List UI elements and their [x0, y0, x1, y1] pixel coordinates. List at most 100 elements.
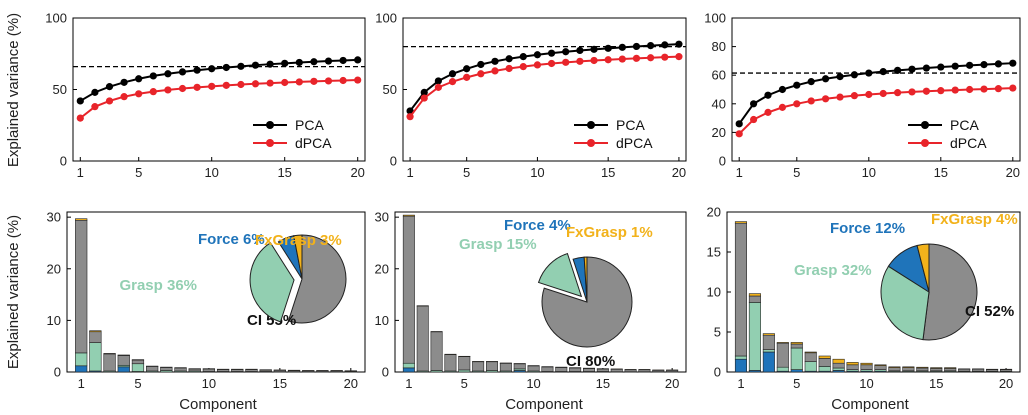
top-2-dpca-point — [562, 58, 570, 66]
bottom-2-pie-label-ci: CI 80% — [566, 353, 615, 370]
top-3-dpca-point — [922, 87, 931, 95]
bottom-3-bar-fxgrasp — [748, 293, 761, 297]
top-1-dpca-point — [281, 78, 289, 87]
top-1-pca-point — [281, 59, 289, 67]
bottom-3-ytick-label: 10 — [707, 285, 721, 300]
top-3-legend-dpca-marker — [921, 139, 929, 147]
bottom-3-bar-grasp — [832, 367, 845, 371]
top-2-pca-point — [448, 70, 457, 78]
bottom-3-bar-grasp — [804, 361, 817, 372]
top-3-pca-point — [922, 64, 931, 72]
top-3-axes-frame — [731, 17, 1021, 162]
top-1-dpca-point — [354, 76, 362, 84]
bottom-2-axes-frame — [394, 211, 687, 373]
bottom-3-bar-grasp — [762, 349, 775, 353]
bottom-1-ytick-label: 30 — [47, 210, 61, 225]
bottom-3-bar-fxgrasp — [846, 362, 859, 366]
top-1-pca-point — [105, 83, 114, 91]
top-2-pca-point — [463, 65, 471, 73]
top-2-pca-point — [505, 55, 513, 63]
xlabel-panel-2: Component — [505, 396, 583, 413]
top-2-series-pca-line — [409, 43, 679, 112]
top-2-xtick-label: 15 — [601, 165, 615, 180]
bottom-1-axes-frame — [66, 211, 366, 373]
top-1-pca-point — [310, 58, 318, 66]
top-3-pca-point — [908, 65, 916, 73]
top-2-xtick-label: 5 — [463, 165, 470, 180]
bottom-3-bar-force — [790, 369, 803, 373]
top-3-pca-point — [865, 69, 873, 77]
top-2-xtick-label: 20 — [672, 165, 686, 180]
bottom-3-bar-grasp — [734, 355, 747, 360]
bottom-1-pie-slice-grasp — [249, 242, 295, 323]
bottom-1-bar-grasp — [131, 363, 145, 372]
top-2-dpca-point — [477, 70, 485, 78]
top-3-ytick-label: 100 — [704, 11, 726, 26]
top-1-dpca-point — [251, 80, 260, 88]
top-2-dpca-point — [533, 61, 542, 69]
bottom-3-bar-ci — [916, 367, 929, 372]
bottom-3-bar-ci — [846, 364, 859, 370]
bottom-3-bar-fxgrasp — [902, 366, 915, 368]
top-2-legend-dpca-marker — [587, 139, 595, 147]
top-2-dpca-point — [491, 67, 499, 75]
bottom-3-bar-ci — [874, 365, 887, 370]
top-3-dpca-point — [1009, 84, 1017, 92]
bottom-3-xtick-label: 1 — [737, 376, 744, 391]
top-2-dpca-point — [661, 53, 669, 61]
top-3-pca-point — [793, 81, 801, 89]
top-2-legend-pca-label: PCA — [616, 117, 645, 133]
bottom-1-pie-slice-ci — [287, 234, 347, 324]
bottom-2-bar-grasp — [458, 369, 471, 373]
top-1-xtick-label: 1 — [77, 165, 84, 180]
bottom-2-xtick-label: 15 — [596, 376, 610, 391]
top-2-pca-point — [477, 60, 485, 69]
top-2-dpca-point — [519, 63, 527, 71]
top-1-dpca-point — [310, 77, 318, 85]
bottom-3-bar-ci — [790, 343, 803, 349]
top-2-pca-point — [590, 45, 598, 53]
top-1-legend-pca-label: PCA — [295, 117, 324, 133]
top-2-pca-point — [519, 53, 527, 61]
top-3-dpca-point — [951, 86, 959, 94]
top-1-pca-point — [266, 60, 274, 68]
top-3-dpca-point — [937, 87, 945, 95]
top-2-xtick-label: 10 — [530, 165, 544, 180]
top-1-ytick-label: 0 — [60, 154, 67, 169]
bottom-2-bar-force — [402, 367, 415, 373]
bottom-1-bar-ci — [75, 219, 88, 354]
bottom-2-bar-ci — [472, 361, 485, 372]
top-2-legend-pca-marker — [587, 121, 595, 129]
bottom-3-bar-force — [762, 351, 775, 373]
bottom-3-bar-fxgrasp — [790, 342, 803, 345]
bottom-3-pie-label-grasp: Grasp 32% — [794, 262, 872, 279]
top-2-ytick-label: 0 — [390, 154, 397, 169]
top-3-dpca-point — [908, 88, 916, 96]
top-3-dpca-point — [807, 97, 815, 105]
top-1-pca-point — [208, 65, 216, 73]
top-2-dpca-point — [590, 56, 598, 65]
top-2-dpca-point — [675, 53, 683, 61]
bottom-3-ytick-label: 0 — [714, 365, 721, 380]
top-3-pca-point — [1009, 59, 1017, 67]
bottom-1-bar-ci — [174, 367, 187, 372]
bottom-1-bar-ci — [160, 367, 173, 371]
bottom-3-bar-fxgrasp — [944, 367, 957, 369]
top-1-dpca-point — [266, 79, 274, 87]
top-1-pca-point — [339, 56, 347, 65]
bottom-1-bar-ci — [89, 331, 102, 343]
top-3-dpca-point — [879, 89, 887, 98]
bottom-2-ytick-label: 30 — [375, 210, 389, 225]
top-2-series-dpca-line — [409, 55, 679, 118]
bottom-1-bar-ci — [131, 359, 145, 365]
bottom-2-bar-grasp — [402, 362, 415, 369]
top-1-legend-dpca-label: dPCA — [295, 135, 332, 151]
bottom-2-pie-slice-fxgrasp — [583, 256, 588, 303]
bottom-1-pie-slice-fxgrasp — [293, 234, 303, 280]
top-3-pca-point — [822, 75, 830, 83]
bottom-1-bar-force — [75, 365, 88, 373]
top-3-pca-point — [750, 100, 758, 108]
bottom-1-bar-ci — [117, 355, 130, 366]
